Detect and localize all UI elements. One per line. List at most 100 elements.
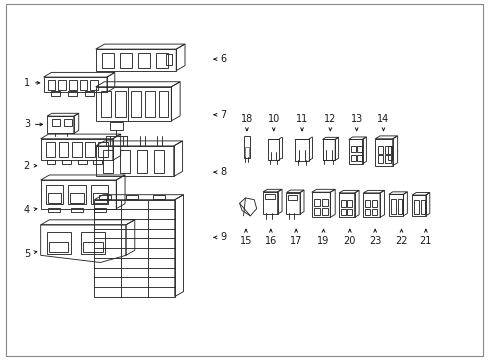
Text: 10: 10 <box>267 114 279 131</box>
Bar <box>350 155 355 161</box>
Text: 8: 8 <box>214 167 226 177</box>
Bar <box>59 142 68 157</box>
Bar <box>322 208 327 215</box>
Bar <box>356 155 361 161</box>
Bar <box>72 142 81 157</box>
Bar <box>159 91 168 117</box>
Bar <box>365 200 369 207</box>
Bar <box>45 142 55 157</box>
Bar <box>288 195 297 200</box>
Bar <box>420 200 424 214</box>
Bar <box>47 80 55 90</box>
Bar <box>68 91 77 96</box>
Bar <box>46 159 55 164</box>
Text: 6: 6 <box>214 54 226 64</box>
Bar <box>62 159 71 164</box>
Bar <box>322 199 327 206</box>
Text: 18: 18 <box>240 114 253 131</box>
Text: 7: 7 <box>214 110 226 120</box>
Bar <box>244 147 248 158</box>
Bar <box>78 159 86 164</box>
Bar <box>137 150 147 173</box>
Bar <box>85 142 95 157</box>
Bar <box>98 142 108 157</box>
Bar <box>377 146 383 154</box>
Bar <box>340 209 345 215</box>
Bar <box>340 200 345 207</box>
Text: 14: 14 <box>377 114 389 131</box>
Text: 13: 13 <box>350 114 362 131</box>
Bar <box>346 209 351 215</box>
Bar <box>49 242 68 252</box>
Bar <box>83 242 102 252</box>
Bar <box>81 232 105 253</box>
Text: 12: 12 <box>324 114 336 131</box>
Text: 20: 20 <box>343 229 355 246</box>
Bar <box>365 209 369 215</box>
Bar <box>46 232 71 253</box>
Bar <box>152 195 164 199</box>
Bar <box>265 194 275 199</box>
Bar <box>68 185 85 204</box>
Text: 21: 21 <box>419 229 431 246</box>
Text: 11: 11 <box>295 114 307 131</box>
Bar <box>314 199 320 206</box>
Bar <box>346 200 351 207</box>
Bar <box>377 155 383 163</box>
Bar <box>90 80 98 90</box>
Bar <box>385 146 390 154</box>
Bar <box>93 159 102 164</box>
Bar <box>125 195 138 199</box>
Bar <box>154 150 163 173</box>
Bar <box>45 185 62 204</box>
Text: 15: 15 <box>239 229 252 246</box>
Text: 19: 19 <box>317 229 329 246</box>
Bar <box>99 195 111 199</box>
Bar <box>48 208 60 212</box>
Bar <box>138 53 150 68</box>
Bar <box>397 199 402 214</box>
Bar <box>47 193 61 203</box>
Text: 17: 17 <box>289 229 302 246</box>
Bar <box>102 53 114 68</box>
Text: 16: 16 <box>264 229 276 246</box>
Bar <box>387 146 391 160</box>
Bar <box>94 208 106 212</box>
Text: 2: 2 <box>23 161 37 171</box>
Text: 22: 22 <box>394 229 407 246</box>
Bar <box>101 91 111 117</box>
Bar <box>131 91 141 117</box>
Bar <box>103 150 113 173</box>
Bar <box>243 136 250 158</box>
Text: 9: 9 <box>214 232 226 242</box>
Bar <box>51 91 60 96</box>
Bar <box>93 193 106 203</box>
Bar <box>350 146 355 152</box>
Bar <box>413 200 418 214</box>
Bar <box>70 193 83 203</box>
Bar <box>356 146 361 152</box>
Bar <box>156 53 167 68</box>
Bar <box>295 139 308 161</box>
Text: 23: 23 <box>368 229 381 246</box>
Bar <box>120 150 130 173</box>
Text: 5: 5 <box>23 248 37 258</box>
Bar <box>91 185 108 204</box>
Bar <box>80 80 87 90</box>
Bar <box>85 91 94 96</box>
Bar <box>120 53 132 68</box>
Bar <box>322 139 334 160</box>
Bar <box>385 155 390 163</box>
Bar <box>371 200 376 207</box>
Text: 3: 3 <box>24 120 42 129</box>
Bar <box>371 209 376 215</box>
Bar <box>58 80 66 90</box>
Bar <box>166 54 172 65</box>
Text: 4: 4 <box>24 206 37 216</box>
Bar <box>69 80 77 90</box>
Bar <box>267 139 278 160</box>
Bar <box>314 208 320 215</box>
Bar <box>64 119 72 126</box>
Bar <box>390 199 395 214</box>
Bar <box>145 91 155 117</box>
